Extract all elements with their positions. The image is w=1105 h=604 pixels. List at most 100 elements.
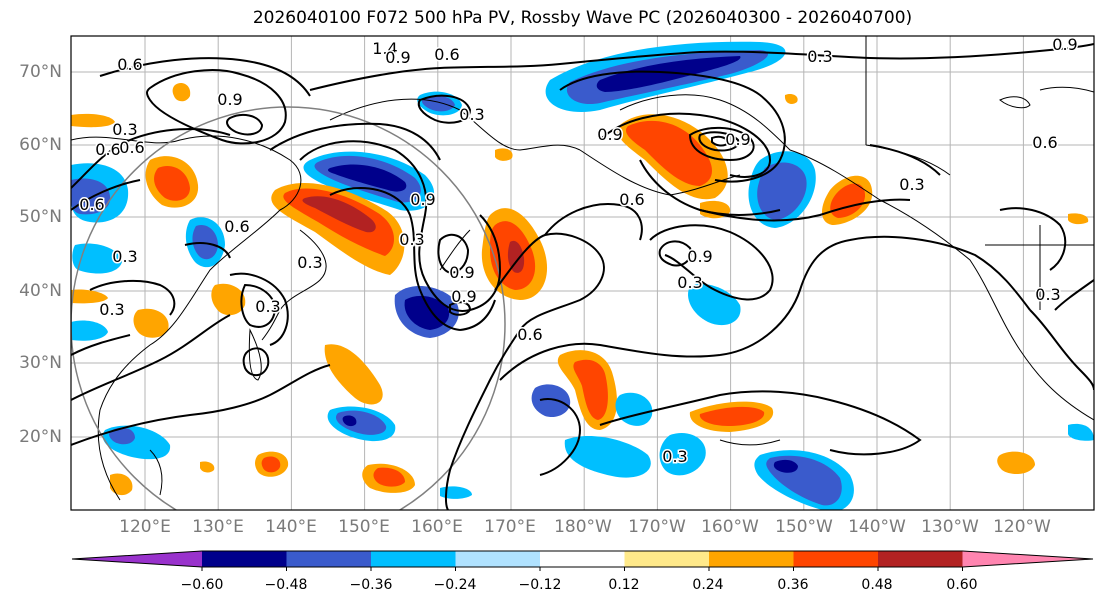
pv-contours — [71, 43, 1094, 510]
anomaly-positive-blob — [261, 456, 281, 473]
lat-label-70n: 70°N — [19, 62, 62, 82]
anomaly-positive-blob — [373, 467, 405, 487]
colorbar-tick-label: 0.60 — [946, 577, 978, 593]
contour-label: 0.6 — [517, 325, 542, 344]
lon-label-130w: 130°W — [921, 517, 979, 537]
contour-label: 0.3 — [459, 105, 484, 124]
anomaly-negative-blob — [342, 415, 357, 427]
lon-label-180w: 180°W — [554, 517, 612, 537]
anomaly-negative-blob — [596, 56, 741, 92]
anomaly-positive-blob — [997, 451, 1035, 475]
anomaly-negative-blob — [440, 486, 472, 499]
anomaly-positive-blob — [200, 461, 215, 473]
anomaly-positive-blob — [154, 166, 190, 201]
lon-label-120w: 120°W — [993, 517, 1051, 537]
contour-label: 0.9 — [725, 130, 750, 149]
lat-label-60n: 60°N — [19, 135, 62, 155]
contour-label: 0.6 — [619, 190, 644, 209]
contour-label: 0.9 — [597, 125, 622, 144]
contour-label: 0.9 — [449, 263, 474, 282]
contour-label: 0.3 — [255, 297, 280, 316]
colorbar-tick-label: 0.48 — [861, 577, 893, 593]
colorbar-tick-label: 0.24 — [692, 577, 724, 593]
contour-label: 0.3 — [112, 247, 137, 266]
anomaly-negative-blob — [422, 95, 455, 112]
chart-title: 2026040100 F072 500 hPa PV, Rossby Wave … — [252, 8, 913, 28]
lon-label-140e: 140°E — [265, 517, 317, 537]
anomaly-positive-blob — [302, 196, 376, 233]
anomaly-positive-blob — [573, 359, 608, 420]
colorbar-segment — [455, 551, 541, 567]
anomaly-negative-blob — [327, 164, 407, 192]
contour-label: 0.3 — [662, 447, 687, 466]
colorbar-tick-label: −0.36 — [349, 577, 393, 593]
lon-label-120e: 120°E — [119, 517, 171, 537]
colorbar-segment — [793, 551, 879, 567]
anomaly-negative-blob — [1068, 423, 1094, 441]
contour-label: 0.9 — [1052, 35, 1077, 54]
colorbar-tick-label: 0.12 — [608, 577, 640, 593]
lon-label-170e: 170°E — [484, 517, 536, 537]
contour-label: 0.9 — [410, 190, 435, 209]
colorbar-segment — [286, 551, 372, 567]
lon-label-130e: 130°E — [192, 517, 244, 537]
contour-label: 0.3 — [899, 175, 924, 194]
contour-label: 0.6 — [1032, 133, 1057, 152]
contour-label: 0.9 — [687, 247, 712, 266]
colorbar-tick-label: −0.12 — [518, 577, 562, 593]
lon-label-150w: 150°W — [775, 517, 833, 537]
anomaly-positive-blob — [211, 283, 246, 316]
anomaly-positive-blob — [71, 113, 115, 128]
contour-label: 0.3 — [297, 253, 322, 272]
contour-label: 0.3 — [112, 120, 137, 139]
anomaly-positive-blob — [699, 406, 765, 426]
colorbar-segment — [878, 551, 963, 567]
anomaly-positive-blob — [495, 148, 513, 161]
anomaly-negative-blob — [757, 162, 807, 220]
anomaly-negative-blob — [404, 295, 450, 330]
contour-label: 0.3 — [399, 230, 424, 249]
anomaly-negative-blob — [72, 243, 122, 274]
rossby-wave-circle — [71, 106, 506, 510]
contour-label: 0.6 — [434, 45, 459, 64]
lon-label-150e: 150°E — [338, 517, 390, 537]
lat-label-20n: 20°N — [19, 427, 62, 447]
contour-label: 0.9 — [217, 90, 242, 109]
lat-label-40n: 40°N — [19, 281, 62, 301]
lon-label-160w: 160°W — [701, 517, 759, 537]
anomaly-positive-blob — [133, 308, 169, 338]
contour-label: 0.3 — [807, 47, 832, 66]
colorbar-tick-label: −0.24 — [433, 577, 477, 593]
contour-label: 0.6 — [95, 140, 120, 159]
colorbar-segment — [709, 551, 794, 567]
contour-label: 0.9 — [451, 287, 476, 306]
anomaly-positive-blob — [71, 289, 108, 304]
contour-label: 0.6 — [119, 138, 144, 157]
lat-label-30n: 30°N — [19, 353, 62, 373]
anomaly-negative-blob — [659, 432, 706, 476]
lon-label-170w: 170°W — [628, 517, 686, 537]
contour-label: 0.6 — [224, 217, 249, 236]
anomaly-negative-blob — [71, 320, 108, 341]
anomaly-negative-blob — [531, 384, 571, 418]
contour-label: 0.9 — [385, 48, 410, 67]
anomaly-positive-blob — [1068, 213, 1089, 225]
contour-label: 0.3 — [99, 300, 124, 319]
colorbar-segment — [624, 551, 710, 567]
colorbar-tick-label: −0.60 — [180, 577, 224, 593]
colorbar-extend-max — [962, 551, 1093, 567]
anomaly-negative-blob — [773, 459, 798, 473]
anomaly-negative-blob — [109, 427, 135, 445]
anomaly-negative-blob — [688, 284, 741, 326]
colorbar-segment — [540, 551, 625, 567]
anomaly-positive-blob — [507, 240, 525, 273]
lon-label-160e: 160°E — [411, 517, 463, 537]
contour-label: 1.4 — [372, 39, 397, 58]
colorbar-extend-min — [72, 551, 202, 567]
anomaly-positive-blob — [784, 93, 798, 104]
contour-label: 0.6 — [117, 55, 142, 74]
anomaly-positive-blob — [110, 473, 133, 496]
map-frame — [70, 35, 1095, 511]
colorbar-tick-label: −0.48 — [264, 577, 308, 593]
